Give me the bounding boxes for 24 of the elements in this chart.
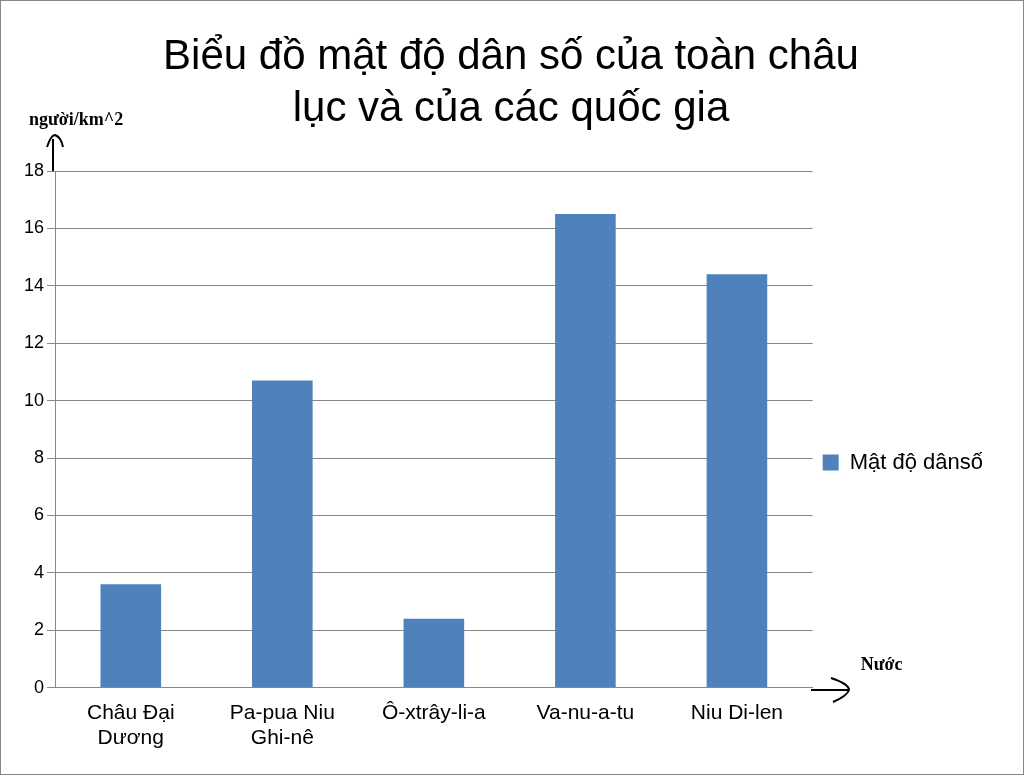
x-tick-label: Pa-pua Niu Ghi-nê: [229, 700, 335, 749]
y-tick-label: 10: [23, 389, 45, 410]
bar: [252, 380, 313, 688]
x-tick-label: Va-nu-a-tu: [536, 700, 635, 723]
x-tick-label: Ô-xtrây-li-a: [381, 700, 487, 723]
y-tick-label: 6: [34, 504, 45, 525]
bar: [706, 274, 768, 688]
x-tick-label: Châu Đại Dương: [87, 700, 175, 749]
y-tick-label: 0: [34, 676, 45, 697]
y-tick-label: 12: [23, 332, 45, 353]
y-tick-label: 16: [23, 217, 45, 238]
y-tick-label: 18: [23, 159, 45, 180]
bar: [100, 584, 162, 688]
y-tick-label: 4: [34, 561, 45, 582]
y-tick-label: 2: [34, 619, 45, 640]
y-tick-label: 14: [23, 274, 45, 295]
bar: [403, 618, 465, 688]
x-tick-label: Niu Di-len: [690, 700, 784, 723]
y-axis-title: người/km^2: [29, 109, 124, 129]
chart-title: Biểu đồ mật độ dân số của toàn châu lục và của các quốc gia: [162, 30, 860, 132]
legend-label: Mật độ dânsố: [849, 448, 983, 474]
bar: [555, 214, 616, 688]
y-tick-label: 8: [34, 446, 45, 467]
x-axis-title: Nước: [860, 653, 903, 674]
